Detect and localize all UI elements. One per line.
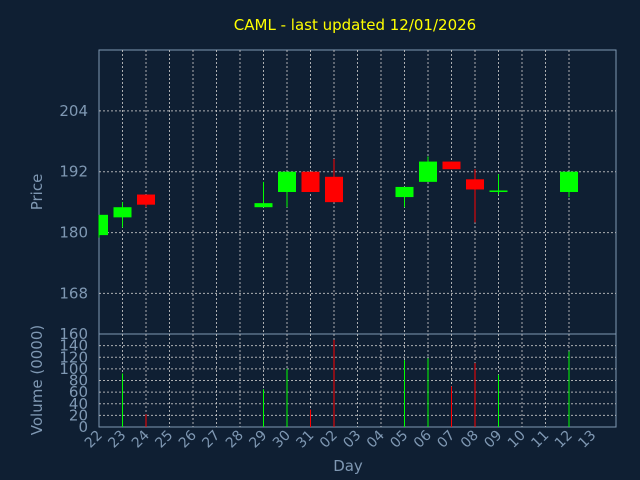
x-tick-label: 04 bbox=[364, 427, 388, 451]
volume-tick-label: 120 bbox=[59, 348, 88, 366]
volume-tick-label: 40 bbox=[69, 395, 88, 413]
candle-body bbox=[137, 194, 155, 205]
x-tick-label: 28 bbox=[223, 428, 247, 452]
volume-tick-label: 60 bbox=[69, 383, 88, 401]
price-bottom-tick-label: 160 bbox=[59, 325, 88, 343]
candle-body bbox=[325, 176, 343, 203]
price-tick-label: 168 bbox=[59, 284, 88, 302]
x-tick-label: 11 bbox=[528, 428, 552, 452]
candle-body bbox=[489, 190, 508, 192]
x-tick-label: 10 bbox=[505, 428, 529, 452]
x-tick-label: 12 bbox=[552, 428, 576, 452]
price-tick-label: 180 bbox=[59, 224, 88, 242]
x-tick-label: 08 bbox=[458, 428, 482, 452]
volume-axis-label: Volume (0000) bbox=[28, 325, 46, 435]
x-ticks: 22 23 24 25 26 27 28 29 30 31 02 03 04 05 06 07 08 09 10 11… bbox=[82, 427, 599, 451]
candle-body bbox=[466, 179, 484, 190]
x-tick-label: 05 bbox=[387, 428, 411, 452]
x-tick-label: 26 bbox=[176, 427, 200, 451]
candle-body bbox=[560, 171, 578, 192]
candle-body bbox=[113, 207, 132, 218]
candle-body bbox=[99, 214, 108, 236]
volume-tick-label: 100 bbox=[59, 360, 88, 378]
x-tick-label: 25 bbox=[152, 428, 176, 452]
candle-body bbox=[442, 161, 461, 170]
price-tick-label: 204 bbox=[59, 102, 88, 120]
x-tick-label: 06 bbox=[411, 427, 435, 451]
x-tick-label: 09 bbox=[481, 428, 505, 452]
x-axis-label: Day bbox=[333, 457, 363, 475]
volume-grid bbox=[99, 334, 616, 427]
volume-tick-label: 20 bbox=[69, 406, 88, 424]
candle-body bbox=[419, 161, 437, 182]
x-tick-label: 02 bbox=[317, 428, 341, 452]
x-tick-label: 13 bbox=[575, 428, 599, 452]
volume-tick-label: 140 bbox=[59, 337, 88, 355]
x-tick-label: 23 bbox=[105, 428, 129, 452]
candle-body bbox=[278, 171, 296, 192]
x-tick-label: 30 bbox=[270, 428, 294, 452]
x-tick-label: 29 bbox=[246, 428, 270, 452]
price-y-ticks: 168 180 192 204 bbox=[59, 102, 88, 303]
candle-body bbox=[254, 203, 273, 208]
volume-bars bbox=[122, 339, 570, 427]
volume-tick-label: 80 bbox=[69, 372, 88, 390]
x-tick-label: 27 bbox=[199, 428, 223, 452]
x-tick-label: 31 bbox=[293, 428, 317, 452]
candle-body bbox=[301, 171, 320, 192]
x-tick-label: 24 bbox=[129, 427, 153, 451]
price-axis-label: Price bbox=[28, 174, 46, 211]
x-tick-label: 03 bbox=[340, 428, 364, 452]
price-tick-label: 192 bbox=[59, 163, 88, 181]
volume-tick-label: 0 bbox=[78, 418, 88, 436]
chart-title: CAML - last updated 12/01/2026 bbox=[234, 16, 476, 34]
x-tick-label: 07 bbox=[434, 428, 458, 452]
price-grid bbox=[99, 50, 616, 334]
candles bbox=[98, 156, 578, 238]
candle-body bbox=[395, 186, 414, 198]
price-panel: 168 180 192 204 Price 160 bbox=[28, 49, 617, 343]
